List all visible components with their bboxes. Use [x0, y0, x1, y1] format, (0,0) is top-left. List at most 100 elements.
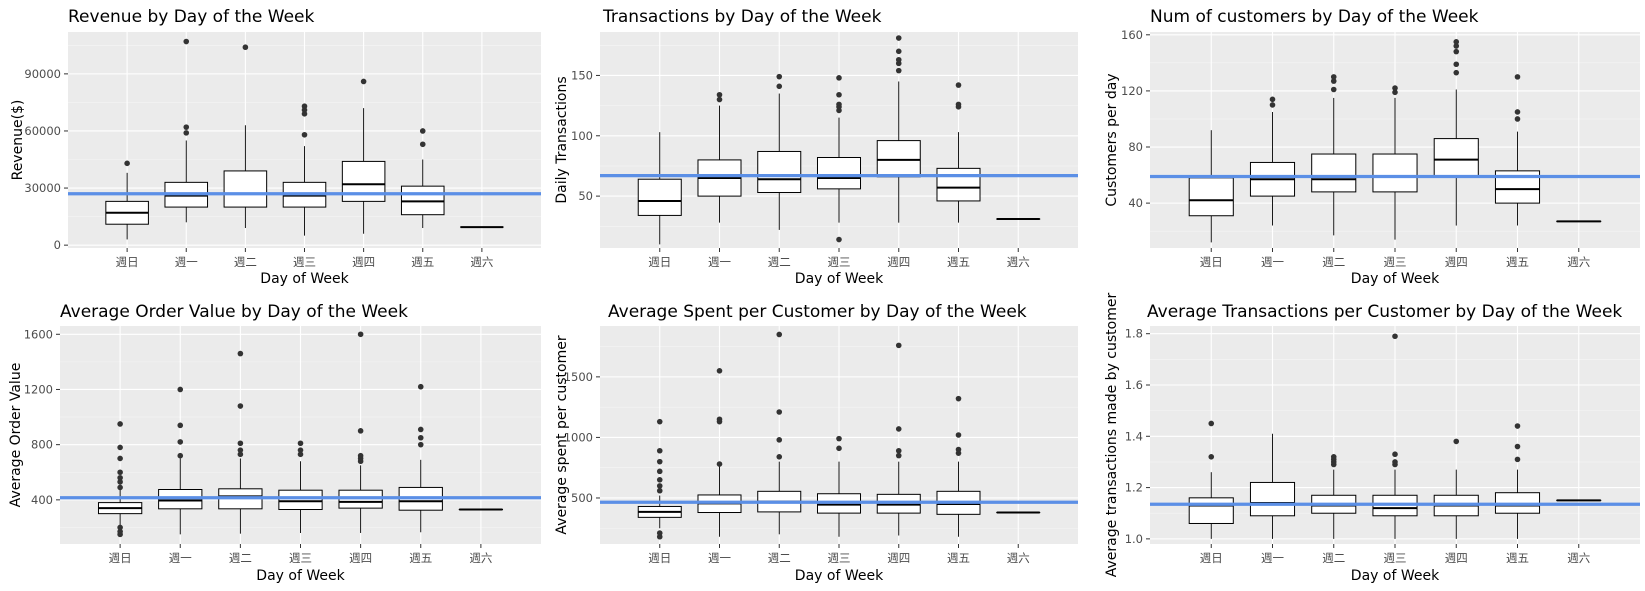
outlier-point	[836, 445, 842, 452]
x-tick-label: 週一	[1261, 255, 1284, 269]
boxplot-1	[97, 421, 143, 538]
outlier-point	[836, 435, 842, 442]
y-tick-label: 1.2	[1125, 481, 1143, 495]
outlier-point	[656, 458, 663, 465]
x-tick-label: 週三	[828, 551, 851, 565]
x-tick-label: 週三	[1384, 255, 1407, 269]
boxplot-1	[105, 160, 149, 240]
outlier-point	[357, 331, 364, 338]
chart-panel-6: 1.0 1.2 1.4 1.6 1.8 週日 週一 週二 週三 週四 週五 週六 Average Tra…	[1104, 293, 1640, 584]
x-tick-label: 週六	[1567, 551, 1590, 565]
outlier-point	[117, 421, 123, 427]
outlier-point	[955, 446, 962, 453]
outlier-point	[1514, 74, 1521, 80]
x-axis-label: Day of Week	[256, 568, 345, 584]
outlier-point	[895, 342, 902, 349]
outlier-point	[716, 416, 723, 423]
chart-panel-5: 500 1000 1500 週日 週一 週二 週三 週四 週五 週六 Average Spent p…	[554, 302, 1078, 584]
outlier-point	[183, 124, 190, 130]
outlier-point	[360, 78, 367, 85]
outlier-point	[716, 461, 723, 467]
box-iqr	[1188, 497, 1234, 524]
x-axis-label: Day of Week	[260, 271, 349, 287]
outlier-point	[417, 383, 424, 390]
outlier-point	[895, 48, 902, 55]
chart-title: Num of customers by Day of the Week	[1150, 7, 1479, 27]
x-tick-label: 週二	[234, 255, 257, 269]
boxplot-6	[936, 82, 981, 223]
outlier-point	[836, 75, 842, 81]
y-axis-label: Average spent per customer	[554, 335, 570, 534]
outlier-point	[1330, 86, 1337, 93]
x-tick-label: 週五	[409, 551, 432, 565]
x-tick-label: 週六	[1007, 551, 1030, 565]
boxplot-3	[757, 73, 802, 230]
outlier-point	[895, 67, 902, 74]
x-tick-label: 週三	[289, 551, 312, 565]
boxplot-4	[816, 75, 862, 243]
outlier-point	[1453, 61, 1460, 68]
outlier-point	[1392, 451, 1398, 458]
outlier-point	[237, 447, 244, 453]
y-tick-label: 40	[1128, 196, 1143, 210]
x-tick-label: 週六	[1007, 255, 1030, 269]
outlier-point	[117, 455, 123, 462]
y-tick-label: 1600	[24, 327, 53, 341]
box-iqr	[341, 160, 386, 202]
y-tick-label: 30000	[24, 181, 61, 195]
boxplot-2	[1249, 96, 1296, 226]
outlier-point	[1392, 89, 1398, 96]
outlier-point	[117, 524, 123, 531]
outlier-point	[656, 418, 663, 425]
outlier-point	[1453, 438, 1460, 445]
boxplot-6	[400, 128, 445, 229]
boxplot-4	[278, 440, 323, 533]
outlier-point	[836, 91, 842, 98]
outlier-point	[301, 103, 308, 110]
y-tick-label: 150	[571, 68, 593, 82]
y-tick-label: 0	[54, 238, 61, 252]
outlier-point	[237, 451, 244, 458]
boxplot-5	[876, 35, 921, 223]
box-iqr	[278, 489, 323, 511]
outlier-point	[1330, 78, 1337, 84]
x-tick-label: 週三	[1384, 551, 1407, 565]
chart-title: Transactions by Day of the Week	[602, 7, 882, 27]
y-tick-label: 500	[571, 491, 593, 505]
x-tick-label: 週一	[708, 255, 731, 269]
x-tick-label: 週日	[1200, 255, 1223, 269]
y-axis-label: Daily Transactions	[554, 76, 570, 203]
outlier-point	[776, 83, 783, 90]
boxplot-5	[1433, 39, 1479, 226]
x-tick-label: 週四	[1445, 255, 1468, 269]
box-iqr	[1372, 153, 1418, 193]
x-tick-label: 週六	[470, 255, 493, 269]
outlier-point	[776, 331, 783, 338]
outlier-point	[656, 487, 663, 494]
box-iqr	[1433, 138, 1479, 177]
x-tick-label: 週二	[1322, 551, 1345, 565]
outlier-point	[177, 439, 184, 445]
outlier-point	[117, 444, 123, 451]
y-axis-label: Average Order Value	[8, 363, 24, 508]
outlier-point	[177, 452, 184, 459]
outlier-point	[242, 44, 249, 51]
outlier-point	[895, 35, 902, 41]
outlier-point	[1330, 454, 1337, 460]
y-tick-label: 800	[31, 438, 53, 452]
x-tick-label: 週五	[411, 255, 434, 269]
x-axis-label: Day of Week	[795, 271, 884, 287]
outlier-point	[417, 434, 424, 441]
outlier-point	[117, 479, 123, 485]
x-axis-label: Day of Week	[1351, 568, 1440, 584]
outlier-point	[895, 56, 902, 63]
outlier-point	[836, 236, 842, 243]
outlier-point	[1514, 443, 1521, 450]
box-iqr	[876, 140, 921, 178]
x-tick-label: 週四	[887, 551, 910, 565]
x-tick-label: 週五	[1506, 255, 1529, 269]
outlier-point	[656, 530, 663, 536]
x-tick-label: 週日	[648, 551, 671, 565]
x-tick-label: 週二	[1322, 255, 1345, 269]
outlier-point	[776, 73, 783, 80]
